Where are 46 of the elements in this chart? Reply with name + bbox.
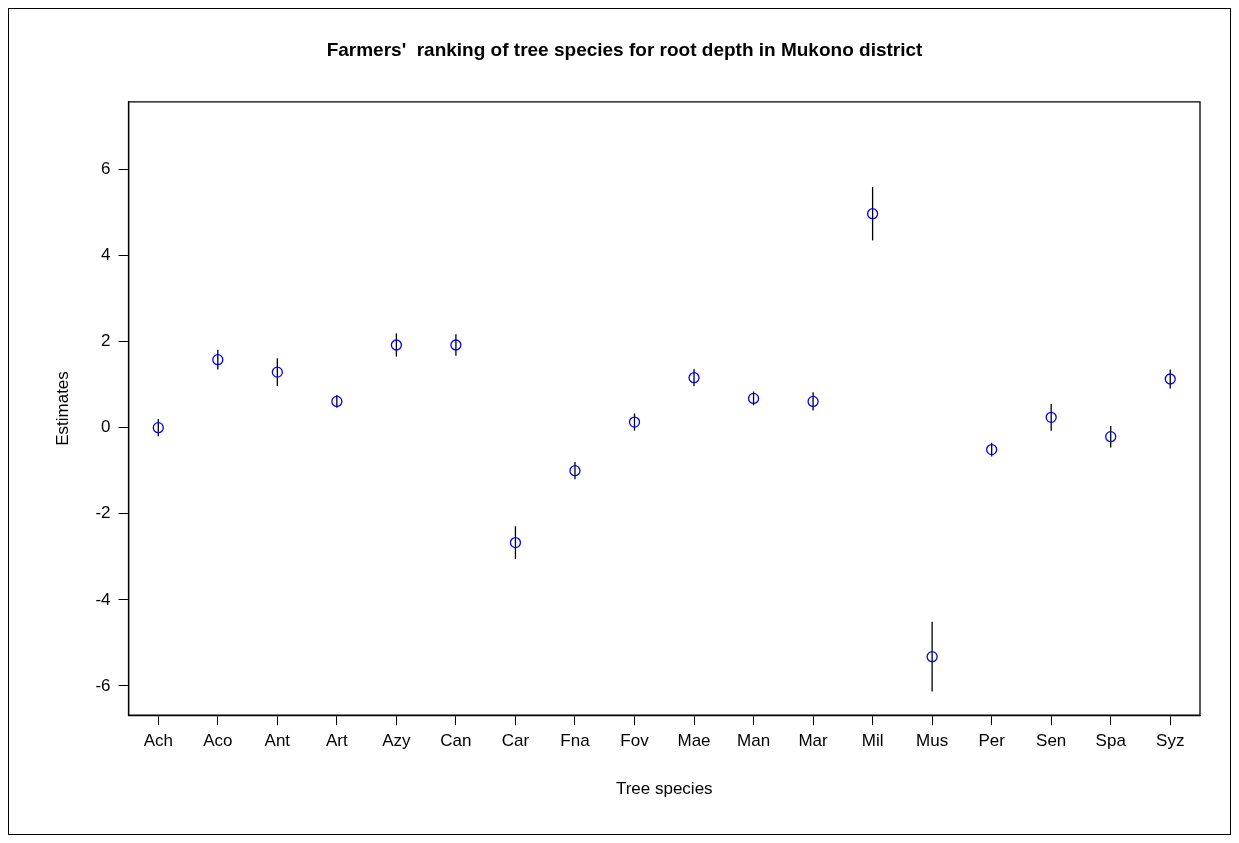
y-tick-label: -2: [95, 503, 111, 523]
point: [390, 339, 403, 351]
point: [926, 651, 938, 663]
point: [331, 395, 343, 408]
point: [1164, 373, 1176, 385]
point: [688, 372, 700, 384]
point: [807, 395, 819, 408]
point: [152, 422, 164, 434]
y-tick-label: 0: [101, 417, 111, 437]
x-tick-label: Fna: [560, 731, 591, 751]
x-tick-label: Mus: [916, 731, 949, 751]
y-tick-label: -6: [95, 675, 111, 695]
x-tick-label: Mar: [798, 731, 829, 751]
point: [986, 443, 998, 456]
x-tick-label: Azy: [382, 731, 412, 751]
point: [569, 465, 581, 477]
chart-title: Farmers' ranking of tree species for root depth in Mukono district: [326, 38, 924, 60]
x-tick-label: Aco: [203, 731, 233, 751]
point: [450, 339, 462, 351]
point: [509, 536, 522, 549]
point: [747, 392, 760, 405]
x-tick-label: Mae: [677, 731, 711, 751]
y-tick-label: 4: [101, 245, 111, 265]
y-axis-title: Estimates: [52, 371, 72, 446]
x-tick-label: Car: [501, 731, 530, 751]
x-tick-label: Syz: [1156, 731, 1185, 751]
point: [271, 366, 283, 378]
x-tick-label: Spa: [1095, 731, 1127, 751]
x-tick-label: Can: [440, 731, 472, 751]
y-tick-label: 2: [101, 331, 111, 351]
x-tick-label: Sen: [1036, 731, 1067, 751]
x-tick-label: Fov: [620, 731, 650, 751]
x-tick-label: Ant: [264, 731, 291, 751]
y-tick-label: -4: [95, 589, 111, 609]
x-axis-title: Tree species: [615, 779, 713, 799]
point: [212, 353, 224, 366]
x-tick-label: Man: [737, 731, 771, 751]
x-tick-label: Per: [978, 731, 1006, 751]
point: [628, 416, 641, 428]
point: [866, 208, 879, 220]
point: [1045, 411, 1057, 423]
point: [1105, 431, 1117, 443]
x-tick-label: Art: [325, 731, 348, 751]
x-tick-label: Ach: [143, 731, 173, 751]
x-tick-label: Mil: [861, 731, 884, 751]
y-tick-label: 6: [101, 159, 111, 179]
